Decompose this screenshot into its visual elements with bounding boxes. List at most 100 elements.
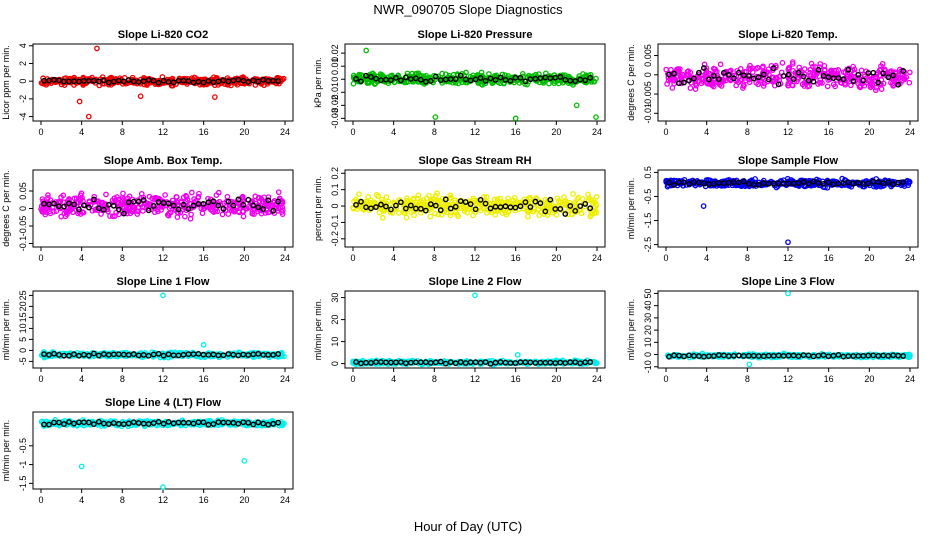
reference-point — [720, 69, 727, 76]
reference-point — [90, 196, 97, 203]
y-tick-label: 0.05 — [18, 182, 28, 200]
reference-point — [492, 77, 499, 83]
reference-point — [427, 78, 434, 84]
y-tick-label: 20 — [643, 325, 653, 335]
y-tick-label: 0.1 — [330, 183, 340, 196]
outlier-point — [785, 239, 791, 246]
x-tick-label: 24 — [280, 253, 290, 263]
outlier-point — [363, 47, 370, 54]
y-axis-label: Licor ppm per min. — [1, 45, 11, 120]
reference-point — [587, 74, 594, 81]
data-point — [267, 203, 273, 209]
y-tick-label: 20 — [330, 315, 340, 325]
x-tick-label: 8 — [120, 127, 125, 137]
data-point — [140, 194, 147, 201]
x-tick-label: 12 — [470, 374, 480, 384]
reference-point — [245, 196, 252, 203]
data-point — [889, 80, 896, 87]
x-tick-label: 16 — [824, 127, 834, 137]
data-point — [240, 213, 247, 220]
data-point — [703, 70, 710, 77]
data-point — [80, 74, 87, 81]
y-axis-label: percent per min. — [313, 176, 323, 241]
data-point — [66, 197, 72, 203]
reference-point — [840, 76, 847, 83]
data-point — [906, 69, 913, 76]
data-point — [274, 74, 281, 81]
reference-point — [125, 77, 132, 84]
outlier-point — [76, 98, 83, 105]
reference-point — [770, 65, 777, 72]
x-tick-label: 12 — [783, 127, 793, 137]
reference-point — [240, 201, 247, 208]
panel-3: Slope Li-820 Temp.degrees C per min.0 4 8 1… — [626, 29, 919, 137]
data-point — [808, 72, 814, 79]
data-point — [50, 208, 57, 215]
data-point — [873, 84, 880, 91]
reference-point — [95, 78, 102, 85]
reference-point — [190, 202, 197, 209]
reference-point — [205, 199, 212, 206]
x-tick-label: 12 — [158, 127, 168, 137]
reference-point — [691, 75, 697, 82]
reference-point — [671, 70, 677, 77]
x-tick-label: 24 — [592, 374, 602, 384]
data-point — [893, 76, 899, 82]
reference-point — [457, 72, 464, 79]
data-point — [812, 67, 819, 74]
reference-point — [393, 74, 399, 81]
x-tick-label: 4 — [704, 253, 709, 263]
reference-point — [437, 207, 444, 214]
data-point — [687, 85, 694, 91]
reference-point — [265, 197, 272, 204]
data-point — [754, 64, 761, 71]
x-tick-label: 4 — [391, 253, 396, 263]
y-axis-label: ml/min per min. — [313, 299, 323, 361]
plot-frame — [344, 290, 606, 369]
reference-point — [175, 206, 182, 213]
data-point — [43, 205, 49, 212]
y-axis-label: ml/min per min. — [626, 178, 636, 240]
x-tick-label: 8 — [120, 253, 125, 263]
reference-point — [850, 78, 857, 85]
y-tick-label: 0 — [330, 77, 340, 82]
y-tick-label: -5 — [18, 357, 28, 365]
reference-point — [100, 206, 107, 213]
x-tick-label: 12 — [470, 253, 480, 263]
x-tick-label: 0 — [663, 374, 668, 384]
y-tick-label: -0.05 — [18, 216, 28, 237]
x-tick-label: 16 — [511, 127, 521, 137]
data-point — [350, 80, 357, 87]
data-point — [215, 82, 222, 88]
data-point — [42, 211, 49, 218]
data-point — [200, 81, 207, 88]
reference-point — [110, 78, 117, 85]
data-point — [173, 193, 180, 200]
data-point — [225, 211, 232, 217]
data-point — [71, 204, 77, 210]
y-tick-label: 0 — [330, 361, 340, 366]
reference-point — [815, 66, 822, 73]
reference-point — [417, 76, 424, 83]
reference-point — [100, 77, 107, 84]
data-point — [58, 194, 64, 200]
reference-point — [150, 203, 157, 209]
data-point — [740, 85, 746, 91]
y-tick-label: -0.1 — [18, 236, 28, 252]
data-point — [442, 71, 449, 78]
data-point — [703, 65, 710, 72]
outlier-point — [78, 463, 85, 470]
series-points — [663, 175, 913, 246]
y-tick-label: 0.01 — [330, 57, 340, 75]
x-tick-label: 0 — [663, 127, 668, 137]
data-point — [692, 86, 699, 92]
data-point — [801, 83, 808, 89]
data-point — [854, 75, 861, 81]
reference-point — [696, 69, 702, 76]
reference-point — [706, 76, 712, 83]
reference-point — [363, 72, 369, 79]
y-tick-label: 5 — [18, 337, 28, 342]
